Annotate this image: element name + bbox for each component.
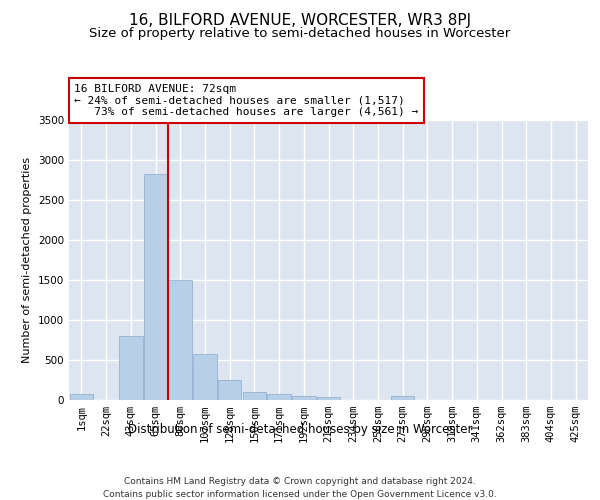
Bar [119,336,143,400]
Text: Contains HM Land Registry data © Crown copyright and database right 2024.: Contains HM Land Registry data © Crown c… [124,478,476,486]
Text: Contains public sector information licensed under the Open Government Licence v3: Contains public sector information licen… [103,490,497,499]
Bar [218,380,241,400]
Bar [70,394,93,400]
Bar [317,397,340,400]
Bar [292,396,316,400]
Text: 16 BILFORD AVENUE: 72sqm
← 24% of semi-detached houses are smaller (1,517)
   73: 16 BILFORD AVENUE: 72sqm ← 24% of semi-d… [74,84,418,117]
Bar [193,354,217,400]
Text: Distribution of semi-detached houses by size in Worcester: Distribution of semi-detached houses by … [128,422,472,436]
Text: 16, BILFORD AVENUE, WORCESTER, WR3 8PJ: 16, BILFORD AVENUE, WORCESTER, WR3 8PJ [129,12,471,28]
Text: Size of property relative to semi-detached houses in Worcester: Size of property relative to semi-detach… [89,28,511,40]
Y-axis label: Number of semi-detached properties: Number of semi-detached properties [22,157,32,363]
Bar [391,396,415,400]
Bar [242,392,266,400]
Bar [169,280,192,400]
Bar [144,174,167,400]
Bar [268,394,291,400]
